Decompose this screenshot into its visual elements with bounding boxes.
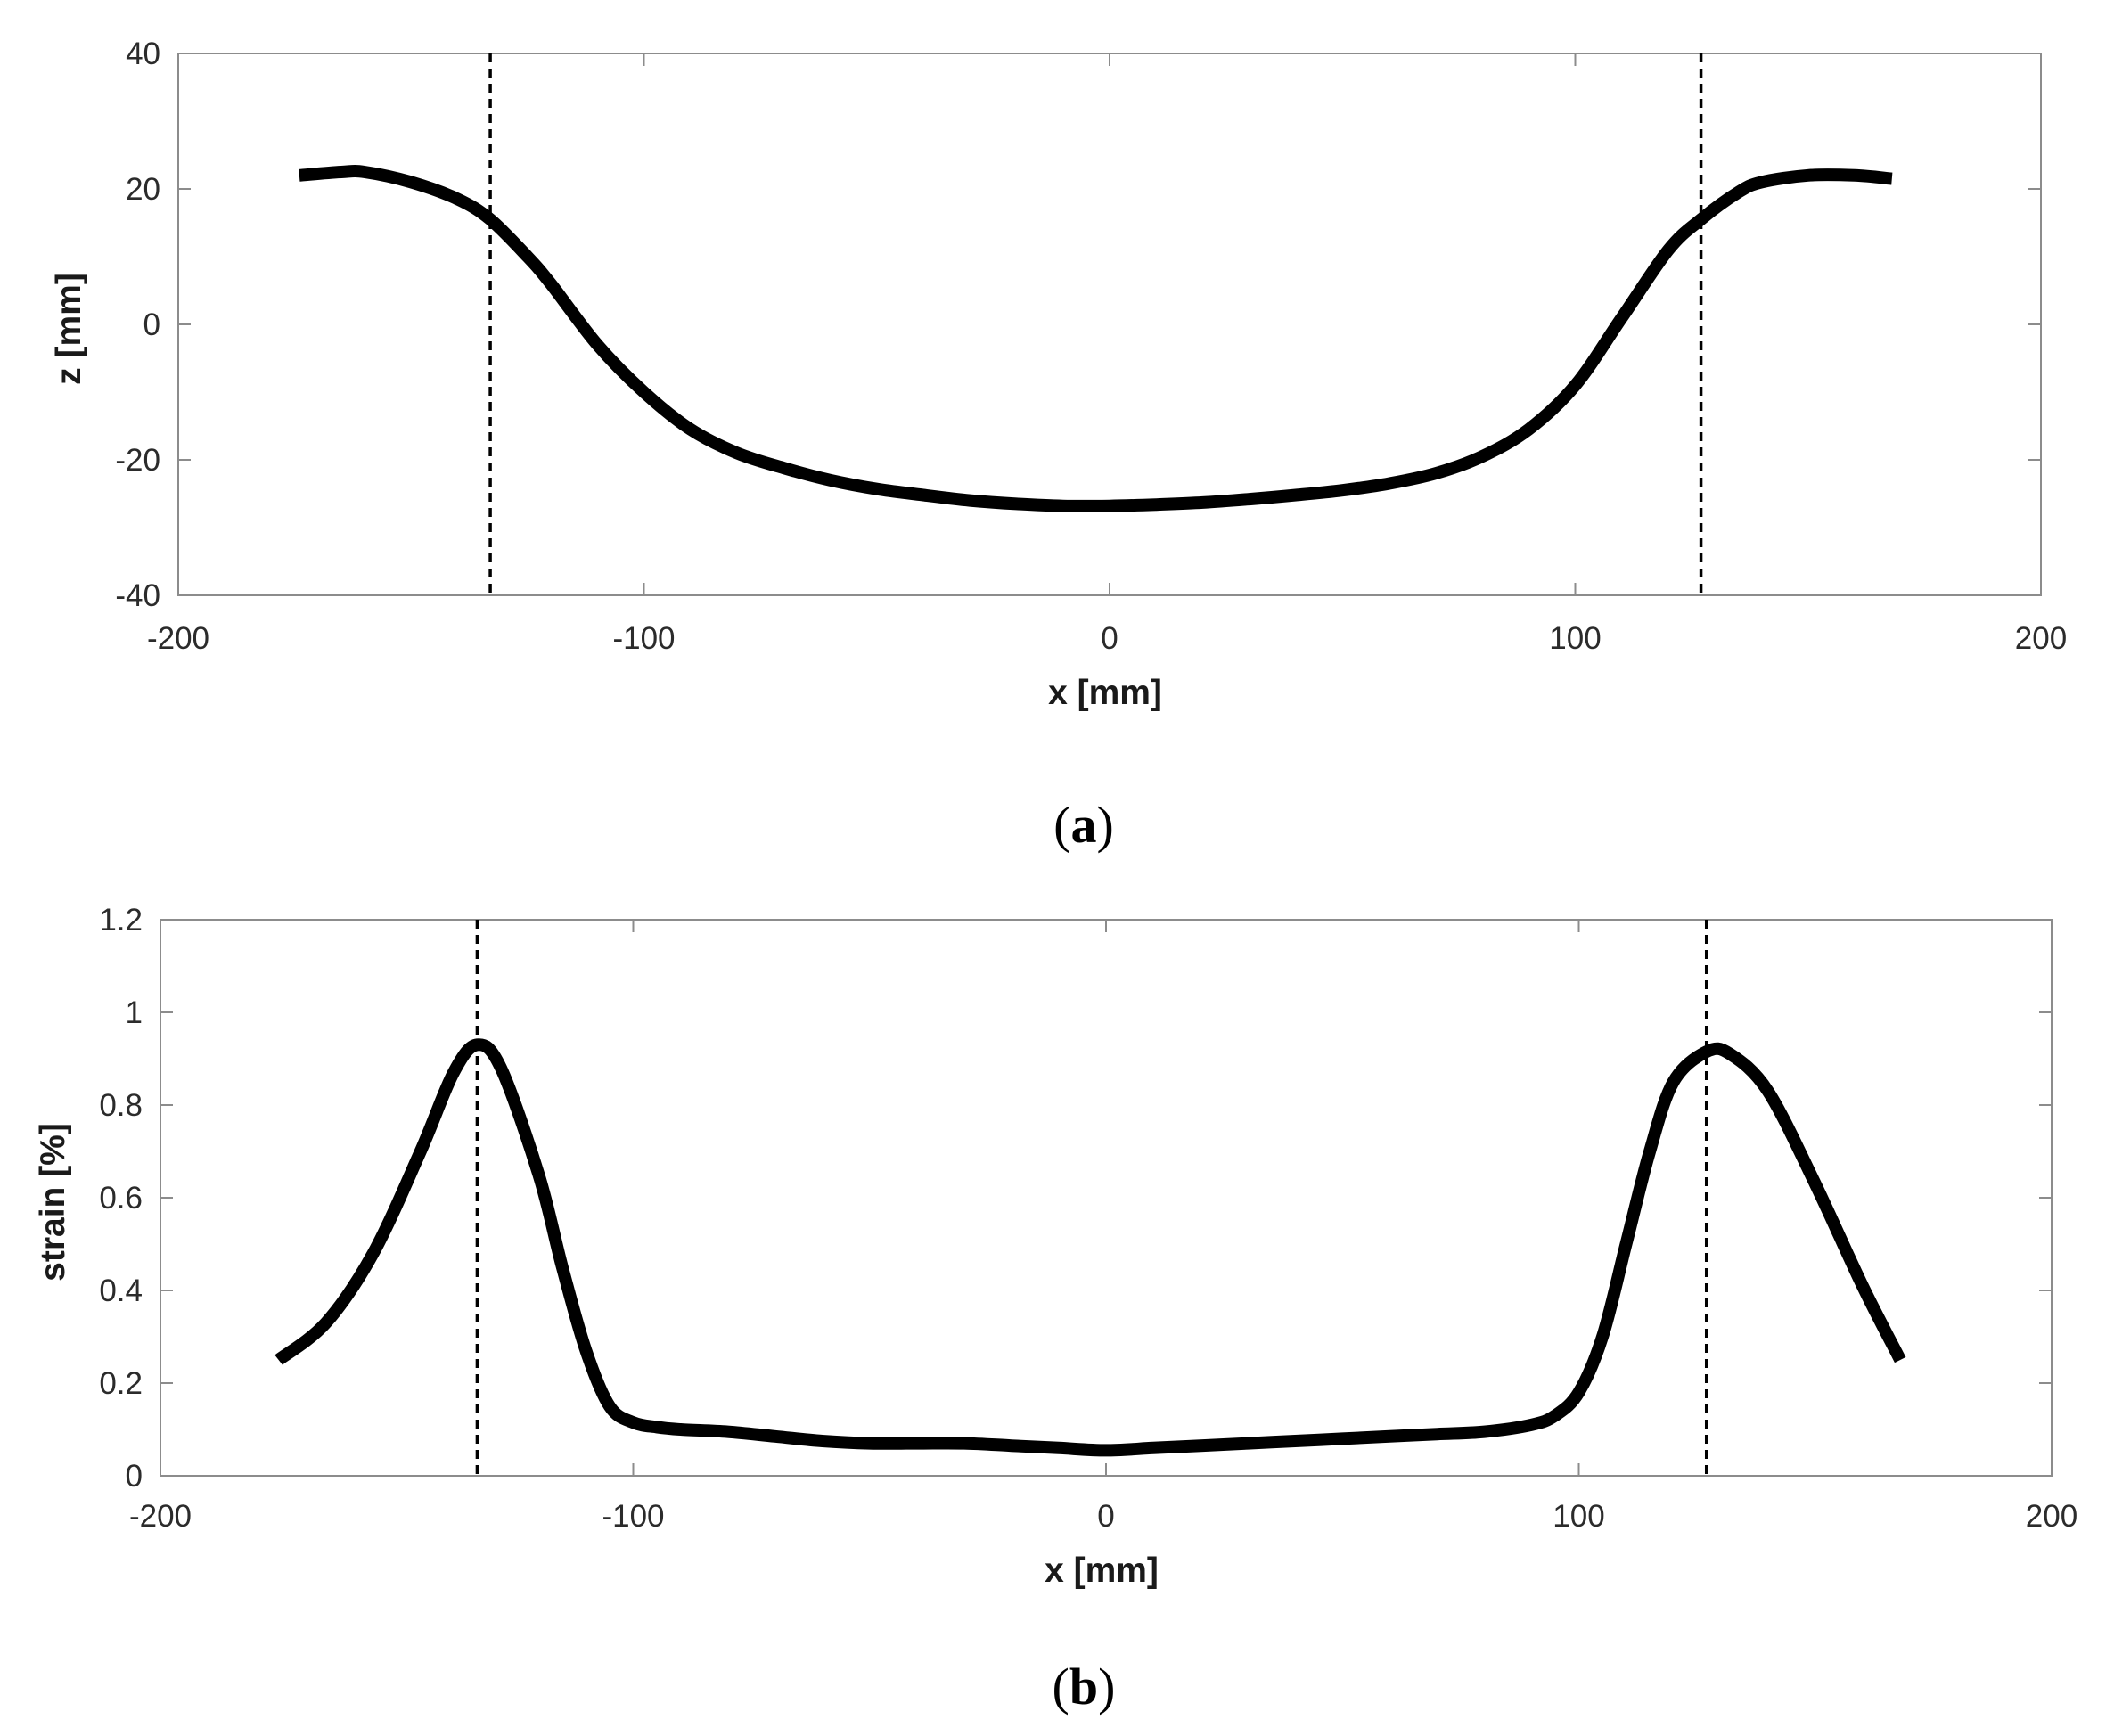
y-tick-label: 20 (126, 172, 160, 207)
x-axis-label: x [mm] (1045, 1552, 1159, 1590)
y-tick-label: 1.2 (99, 903, 143, 938)
series-line (299, 165, 1893, 512)
y-tick-label: 0.4 (99, 1273, 143, 1308)
x-tick-label: 0 (1097, 1499, 1114, 1534)
plot-frame (160, 919, 2053, 1477)
y-tick-label: 0.8 (99, 1088, 143, 1123)
panel-label: (b) (1053, 1658, 1116, 1716)
x-tick-label: 200 (2026, 1499, 2077, 1534)
x-axis-label: x [mm] (1048, 674, 1162, 712)
x-tick-label: 200 (2015, 621, 2067, 656)
x-tick-label: -100 (612, 621, 675, 656)
x-tick-label: 100 (1549, 621, 1601, 656)
y-tick-label: 0.6 (99, 1181, 143, 1216)
y-tick-label: 0.2 (99, 1366, 143, 1401)
y-tick-label: -20 (115, 443, 160, 478)
panel-letter: a (1071, 796, 1097, 854)
panel-letter: b (1069, 1658, 1098, 1716)
y-tick-label: -40 (115, 578, 160, 613)
y-axis-label: strain [%] (34, 1123, 72, 1282)
x-tick-label: 100 (1553, 1499, 1604, 1534)
panel-label: (a) (1053, 796, 1114, 854)
y-tick-label: 1 (126, 995, 143, 1030)
x-tick-label: -200 (129, 1499, 192, 1534)
series-line (274, 1038, 1906, 1457)
y-axis-label: z [mm] (50, 273, 88, 385)
y-tick-label: 0 (143, 307, 160, 342)
plot-frame (177, 53, 2042, 596)
y-tick-label: 40 (126, 37, 160, 71)
x-tick-label: -200 (147, 621, 209, 656)
y-tick-label: 0 (126, 1459, 143, 1494)
x-tick-label: 0 (1101, 621, 1118, 656)
panel-b: 0 0.2 0.4 0.6 0.8 1 1.2 -200 -100 0 100 200 x [mm] st… (34, 903, 2077, 1716)
x-tick-label: -100 (602, 1499, 664, 1534)
